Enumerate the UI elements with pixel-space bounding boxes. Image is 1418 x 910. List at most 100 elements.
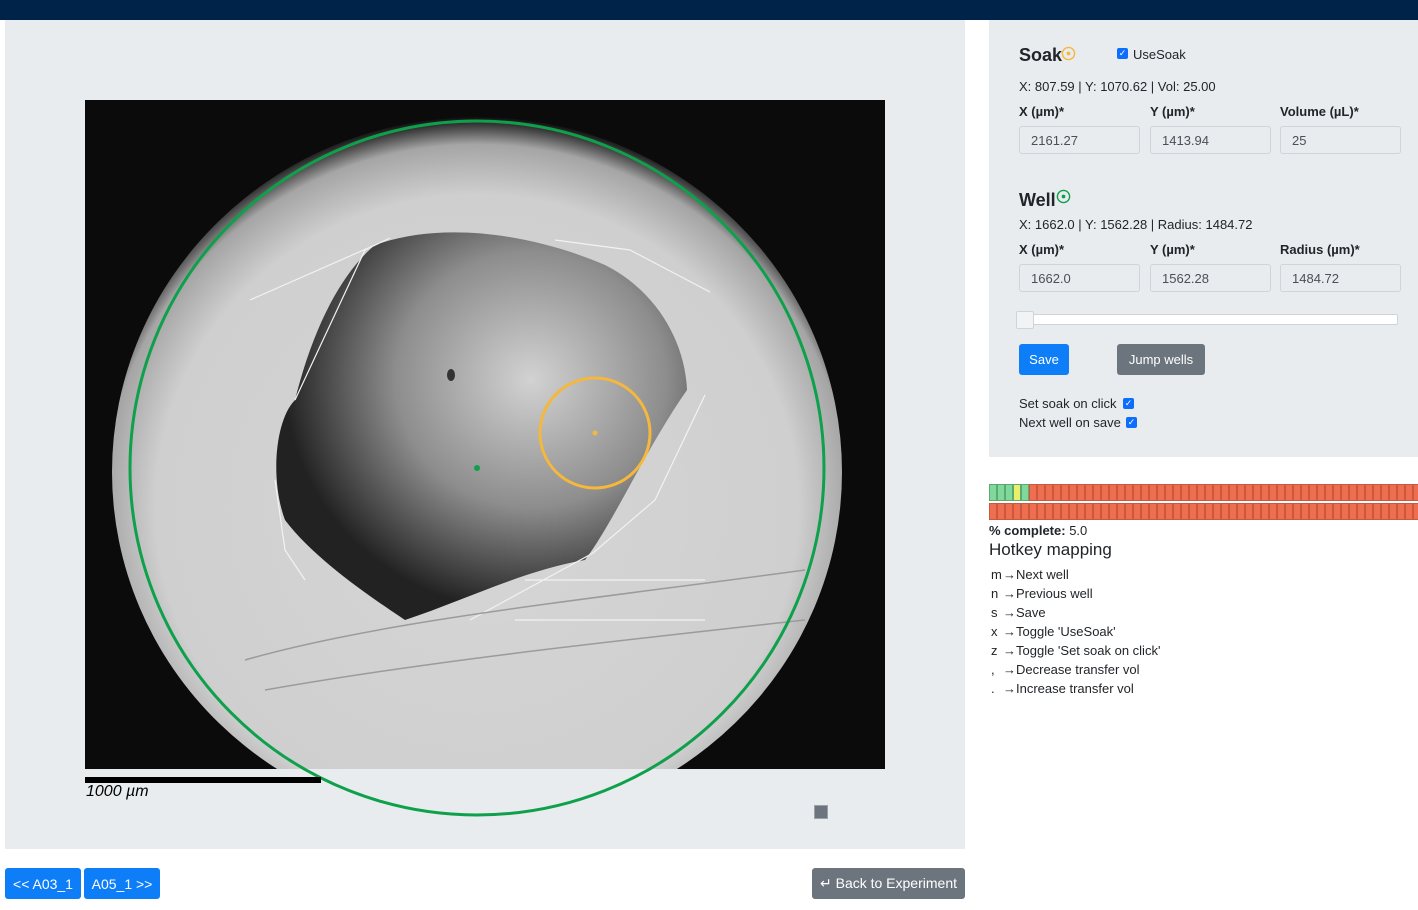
progress-cell-todo[interactable] xyxy=(1373,484,1381,501)
progress-cell-todo[interactable] xyxy=(1413,484,1418,501)
progress-cell-todo[interactable] xyxy=(1213,503,1221,520)
progress-cell-todo[interactable] xyxy=(1397,503,1405,520)
progress-cell-todo[interactable] xyxy=(1109,503,1117,520)
progress-cell-todo[interactable] xyxy=(1389,503,1397,520)
progress-cell-todo[interactable] xyxy=(1077,503,1085,520)
next-well-on-save-checkbox[interactable]: ✓ xyxy=(1126,417,1137,428)
progress-cell-todo[interactable] xyxy=(1333,503,1341,520)
use-soak-checkbox[interactable]: ✓ xyxy=(1117,48,1128,59)
progress-cell-todo[interactable] xyxy=(1181,503,1189,520)
progress-cell-todo[interactable] xyxy=(1357,503,1365,520)
progress-cell-todo[interactable] xyxy=(1085,503,1093,520)
well-slider-track[interactable] xyxy=(1019,314,1398,325)
progress-cell-todo[interactable] xyxy=(1381,503,1389,520)
progress-cell-todo[interactable] xyxy=(1029,484,1037,501)
previous-well-button[interactable]: << A03_1 xyxy=(5,868,81,899)
progress-cell-todo[interactable] xyxy=(1333,484,1341,501)
progress-cell-todo[interactable] xyxy=(1149,503,1157,520)
progress-cell-todo[interactable] xyxy=(1221,503,1229,520)
progress-cell-todo[interactable] xyxy=(1357,484,1365,501)
progress-cell-todo[interactable] xyxy=(1157,484,1165,501)
well-image[interactable] xyxy=(85,100,885,769)
progress-cell-todo[interactable] xyxy=(1117,503,1125,520)
progress-cell-todo[interactable] xyxy=(1341,503,1349,520)
progress-cell-todo[interactable] xyxy=(1109,484,1117,501)
progress-cell-todo[interactable] xyxy=(1293,503,1301,520)
progress-cell-todo[interactable] xyxy=(1397,484,1405,501)
progress-cell-todo[interactable] xyxy=(1021,503,1029,520)
progress-cell-done[interactable] xyxy=(1005,484,1013,501)
resize-handle-icon[interactable] xyxy=(814,805,828,819)
progress-cell-todo[interactable] xyxy=(1205,484,1213,501)
progress-cell-todo[interactable] xyxy=(1229,503,1237,520)
well-y-input[interactable] xyxy=(1150,264,1271,292)
progress-cell-todo[interactable] xyxy=(1285,503,1293,520)
progress-cell-todo[interactable] xyxy=(1237,484,1245,501)
progress-cell-todo[interactable] xyxy=(1117,484,1125,501)
progress-cell-todo[interactable] xyxy=(997,503,1005,520)
progress-cell-todo[interactable] xyxy=(1325,484,1333,501)
progress-cell-todo[interactable] xyxy=(1229,484,1237,501)
progress-cell-todo[interactable] xyxy=(1213,484,1221,501)
progress-cell-todo[interactable] xyxy=(1205,503,1213,520)
progress-cell-todo[interactable] xyxy=(1269,503,1277,520)
progress-cell-todo[interactable] xyxy=(1181,484,1189,501)
progress-cell-todo[interactable] xyxy=(1189,503,1197,520)
progress-cell-todo[interactable] xyxy=(1309,503,1317,520)
progress-cell-todo[interactable] xyxy=(1189,484,1197,501)
progress-cell-done[interactable] xyxy=(989,484,997,501)
progress-cell-todo[interactable] xyxy=(1165,503,1173,520)
progress-cell-todo[interactable] xyxy=(1365,484,1373,501)
soak-volume-input[interactable] xyxy=(1280,126,1401,154)
progress-cell-todo[interactable] xyxy=(1261,484,1269,501)
progress-cell-todo[interactable] xyxy=(1069,484,1077,501)
progress-cell-todo[interactable] xyxy=(1029,503,1037,520)
progress-cell-todo[interactable] xyxy=(1165,484,1173,501)
progress-cell-done[interactable] xyxy=(1021,484,1029,501)
next-well-button[interactable]: A05_1 >> xyxy=(84,868,160,899)
progress-cell-todo[interactable] xyxy=(1101,484,1109,501)
progress-cell-todo[interactable] xyxy=(1245,484,1253,501)
progress-cell-todo[interactable] xyxy=(1125,503,1133,520)
progress-cell-todo[interactable] xyxy=(1045,484,1053,501)
progress-cell-todo[interactable] xyxy=(1221,484,1229,501)
progress-cell-todo[interactable] xyxy=(1077,484,1085,501)
progress-cell-todo[interactable] xyxy=(1301,484,1309,501)
progress-cell-todo[interactable] xyxy=(1173,484,1181,501)
back-to-experiment-button[interactable]: ↵ Back to Experiment xyxy=(812,868,965,899)
progress-cell-todo[interactable] xyxy=(1013,503,1021,520)
progress-cell-todo[interactable] xyxy=(1389,484,1397,501)
progress-cell-todo[interactable] xyxy=(1093,503,1101,520)
progress-cell-todo[interactable] xyxy=(1253,484,1261,501)
progress-cell-todo[interactable] xyxy=(1245,503,1253,520)
progress-cell-todo[interactable] xyxy=(1277,484,1285,501)
progress-cell-todo[interactable] xyxy=(1293,484,1301,501)
progress-cell-todo[interactable] xyxy=(1133,503,1141,520)
well-slider-thumb[interactable] xyxy=(1016,311,1034,329)
progress-cell-todo[interactable] xyxy=(1365,503,1373,520)
save-button[interactable]: Save xyxy=(1019,344,1069,375)
progress-cell-todo[interactable] xyxy=(1197,503,1205,520)
progress-cell-todo[interactable] xyxy=(1317,484,1325,501)
progress-cell-todo[interactable] xyxy=(989,503,997,520)
progress-cell-todo[interactable] xyxy=(1237,503,1245,520)
progress-cell-todo[interactable] xyxy=(1317,503,1325,520)
progress-cell-todo[interactable] xyxy=(1381,484,1389,501)
progress-cell-todo[interactable] xyxy=(1037,484,1045,501)
progress-cell-todo[interactable] xyxy=(1349,484,1357,501)
progress-cell-todo[interactable] xyxy=(1373,503,1381,520)
soak-y-input[interactable] xyxy=(1150,126,1271,154)
jump-wells-button[interactable]: Jump wells xyxy=(1117,344,1205,375)
progress-cell-todo[interactable] xyxy=(1405,503,1413,520)
progress-cell-current[interactable] xyxy=(1013,484,1021,501)
set-soak-on-click-checkbox[interactable]: ✓ xyxy=(1123,398,1134,409)
progress-cell-done[interactable] xyxy=(997,484,1005,501)
progress-cell-todo[interactable] xyxy=(1085,484,1093,501)
progress-cell-todo[interactable] xyxy=(1061,503,1069,520)
well-radius-input[interactable] xyxy=(1280,264,1401,292)
progress-cell-todo[interactable] xyxy=(1413,503,1418,520)
progress-cell-todo[interactable] xyxy=(1173,503,1181,520)
progress-cell-todo[interactable] xyxy=(1141,484,1149,501)
progress-cell-todo[interactable] xyxy=(1341,484,1349,501)
progress-cell-todo[interactable] xyxy=(1269,484,1277,501)
